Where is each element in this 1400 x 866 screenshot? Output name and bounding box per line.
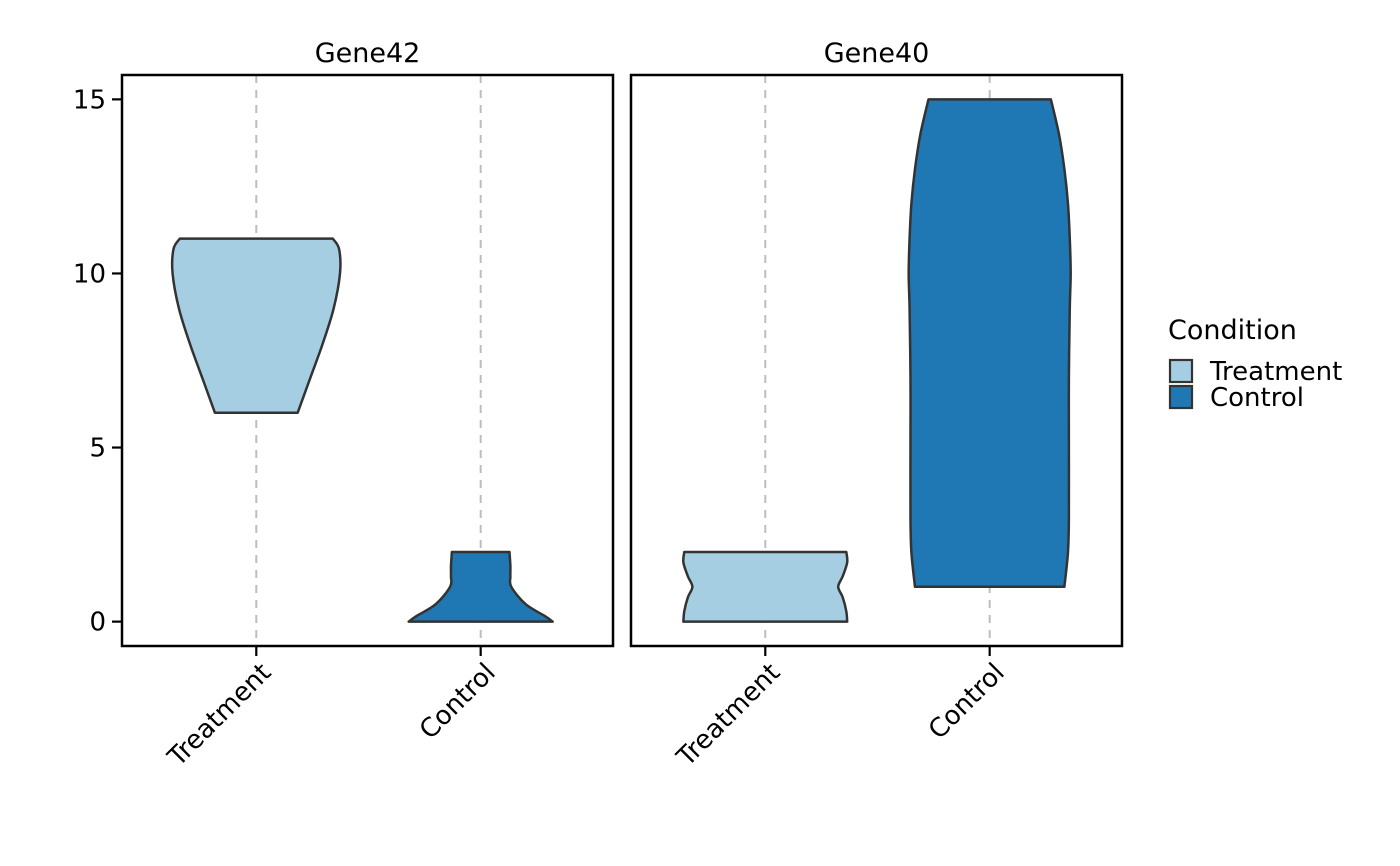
facet-title-gene42: Gene42 bbox=[315, 38, 421, 69]
facet-panel-1: Gene40 Treatment Control bbox=[629, 38, 1124, 773]
violin-gene40-treatment bbox=[682, 550, 849, 623]
legend-key-control bbox=[1168, 384, 1194, 410]
panel-border-1 bbox=[629, 73, 1124, 648]
violin-gene42-control bbox=[407, 550, 554, 623]
y-tick-label-10: 10 bbox=[73, 259, 106, 289]
x-tick-label-treatment: Treatment bbox=[162, 658, 277, 773]
violin-gene42-treatment bbox=[170, 237, 342, 414]
y-tick-label-5: 5 bbox=[89, 434, 106, 464]
y-tick-label-15: 15 bbox=[73, 85, 106, 115]
y-axis: 0 5 10 15 bbox=[73, 85, 122, 638]
violin-gene40-control bbox=[907, 98, 1072, 589]
legend-key-treatment bbox=[1168, 358, 1194, 384]
x-tick-label-control: Control bbox=[923, 658, 1011, 746]
legend-label-treatment: Treatment bbox=[1209, 357, 1342, 387]
y-tick-label-0: 0 bbox=[89, 608, 106, 638]
facet-title-gene40: Gene40 bbox=[824, 38, 930, 69]
panel-border-0 bbox=[120, 73, 615, 648]
x-tick-label-control: Control bbox=[414, 658, 502, 746]
x-tick-label-treatment: Treatment bbox=[671, 658, 786, 773]
legend-title: Condition bbox=[1168, 315, 1297, 346]
legend-label-control: Control bbox=[1210, 383, 1304, 413]
facet-panel-0: Gene42 Treatment Control bbox=[120, 38, 615, 773]
